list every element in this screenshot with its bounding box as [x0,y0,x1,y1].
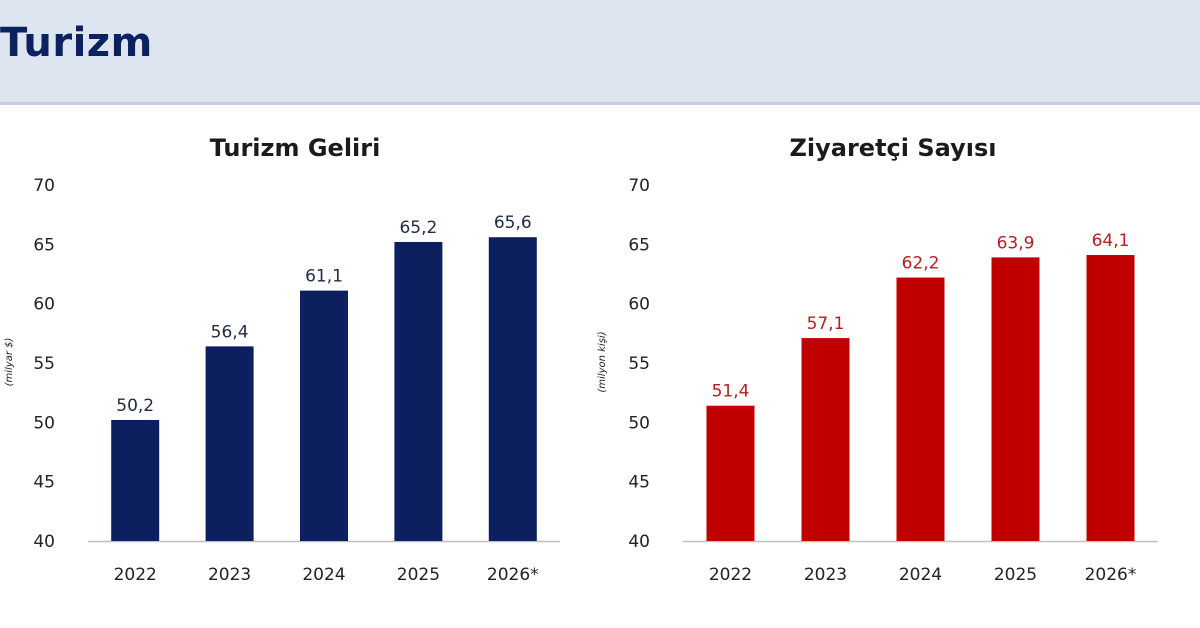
x-tick-label: 2024 [302,565,345,585]
y-tick-label: 45 [628,473,650,493]
data-label: 57,1 [807,314,845,334]
bar [896,277,945,541]
y-tick-label: 40 [628,532,650,552]
bar [801,338,850,541]
y-axis-label: (milyon kişi) [597,331,608,392]
x-tick-label: 2026* [487,565,539,585]
y-tick-label: 40 [33,532,55,552]
data-label: 61,1 [305,267,343,287]
bar [394,241,443,541]
y-tick-label: 65 [628,235,650,255]
chart-1: Turizm Geliri (milyar $) 40 45 50 55 60 65 70 50,… [4,134,560,585]
x-tick-label: 2023 [208,565,251,585]
bar [205,346,254,541]
chart-2: Ziyaretçi Sayısı (milyon kişi) 40 45 50 55 60 6… [597,134,1158,585]
x-tick-label: 2024 [899,565,942,585]
data-label: 50,2 [116,396,154,416]
y-tick-label: 50 [33,413,55,433]
y-tick-label: 55 [628,354,650,374]
chart-title: Ziyaretçi Sayısı [790,134,997,162]
y-tick-label: 55 [33,354,55,374]
data-label: 56,4 [211,322,249,342]
bar [1086,255,1135,541]
x-tick-label: 2023 [804,565,847,585]
bar [300,290,348,541]
data-label: 64,1 [1092,231,1130,251]
data-label: 51,4 [712,382,750,402]
page-title: Turizm [0,20,153,66]
data-label: 63,9 [997,233,1035,253]
y-tick-label: 45 [33,473,55,493]
y-axis-label: (milyar $) [4,338,15,387]
y-tick-label: 65 [33,235,55,255]
y-tick-label: 60 [628,295,650,315]
x-tick-label: 2022 [709,565,752,585]
bar [706,405,755,541]
chart-title: Turizm Geliri [210,134,381,162]
bar [488,237,537,542]
bar [111,419,160,541]
data-label: 65,6 [494,213,532,233]
y-tick-label: 70 [628,176,650,196]
page-header: Turizm [0,0,1200,105]
x-tick-label: 2025 [994,565,1037,585]
x-tick-label: 2025 [397,565,440,585]
data-label: 62,2 [902,254,940,274]
y-tick-label: 60 [33,295,55,315]
x-tick-label: 2026* [1085,565,1137,585]
x-tick-label: 2022 [114,565,157,585]
y-tick-label: 50 [628,413,650,433]
y-tick-label: 70 [33,176,55,196]
bar [991,257,1040,541]
data-label: 65,2 [399,218,437,238]
